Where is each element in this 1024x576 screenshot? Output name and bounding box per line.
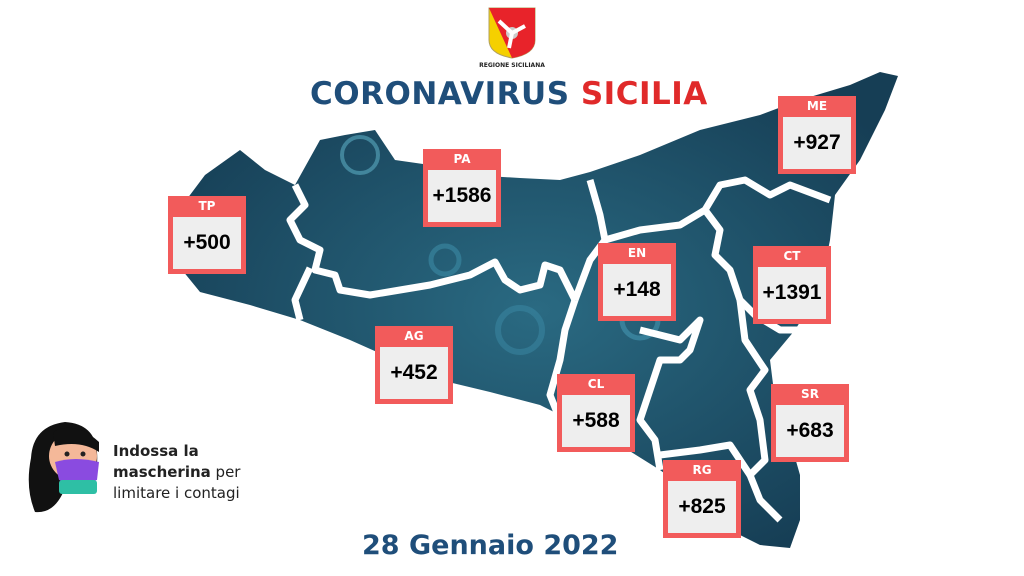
province-code: ME bbox=[806, 99, 828, 113]
woman-with-mask-icon bbox=[28, 422, 99, 513]
province-box-sr: SR +683 bbox=[771, 384, 849, 462]
logo-caption: REGIONE SICILIANA bbox=[479, 62, 545, 69]
province-value: +588 bbox=[562, 395, 630, 447]
province-code: TP bbox=[198, 199, 216, 213]
message-line2-bold: mascherina bbox=[113, 463, 211, 481]
report-date: 28 Gennaio 2022 bbox=[362, 530, 619, 561]
province-code: RG bbox=[692, 463, 712, 477]
province-code: PA bbox=[453, 152, 471, 166]
province-borders bbox=[286, 176, 832, 523]
province-box-rg: RG +825 bbox=[663, 460, 741, 538]
province-value: +1586 bbox=[428, 170, 496, 222]
province-code: EN bbox=[627, 246, 647, 260]
region-logo bbox=[487, 6, 537, 64]
province-box-tp: TP +500 bbox=[168, 196, 246, 274]
province-box-cl: CL +588 bbox=[557, 374, 635, 452]
province-value: +927 bbox=[783, 117, 851, 169]
province-value: +500 bbox=[173, 217, 241, 269]
province-box-ag: AG +452 bbox=[375, 326, 453, 404]
province-box-pa: PA +1586 bbox=[423, 149, 501, 227]
trinacria-coat-of-arms-icon bbox=[488, 7, 536, 59]
message-line2-normal: per bbox=[215, 463, 241, 481]
province-box-me: ME +927 bbox=[778, 96, 856, 174]
province-value: +452 bbox=[380, 347, 448, 399]
province-value: +148 bbox=[603, 264, 671, 316]
province-value: +1391 bbox=[758, 267, 826, 319]
province-code: CL bbox=[587, 377, 605, 391]
message-line3: limitare i contagi bbox=[113, 484, 240, 502]
province-box-en: EN +148 bbox=[598, 243, 676, 321]
page-title: CORONAVIRUS SICILIA bbox=[310, 76, 708, 112]
province-code: SR bbox=[801, 387, 819, 401]
mask-message: Indossa la mascherina per limitare i con… bbox=[113, 441, 240, 504]
province-value: +825 bbox=[668, 481, 736, 533]
province-box-ct: CT +1391 bbox=[753, 246, 831, 324]
message-line1: Indossa la bbox=[113, 442, 199, 460]
title-sicilia: SICILIA bbox=[580, 76, 708, 112]
province-code: AG bbox=[404, 329, 424, 343]
province-value: +683 bbox=[776, 405, 844, 457]
province-code: CT bbox=[783, 249, 801, 263]
title-coronavirus: CORONAVIRUS bbox=[310, 76, 570, 112]
